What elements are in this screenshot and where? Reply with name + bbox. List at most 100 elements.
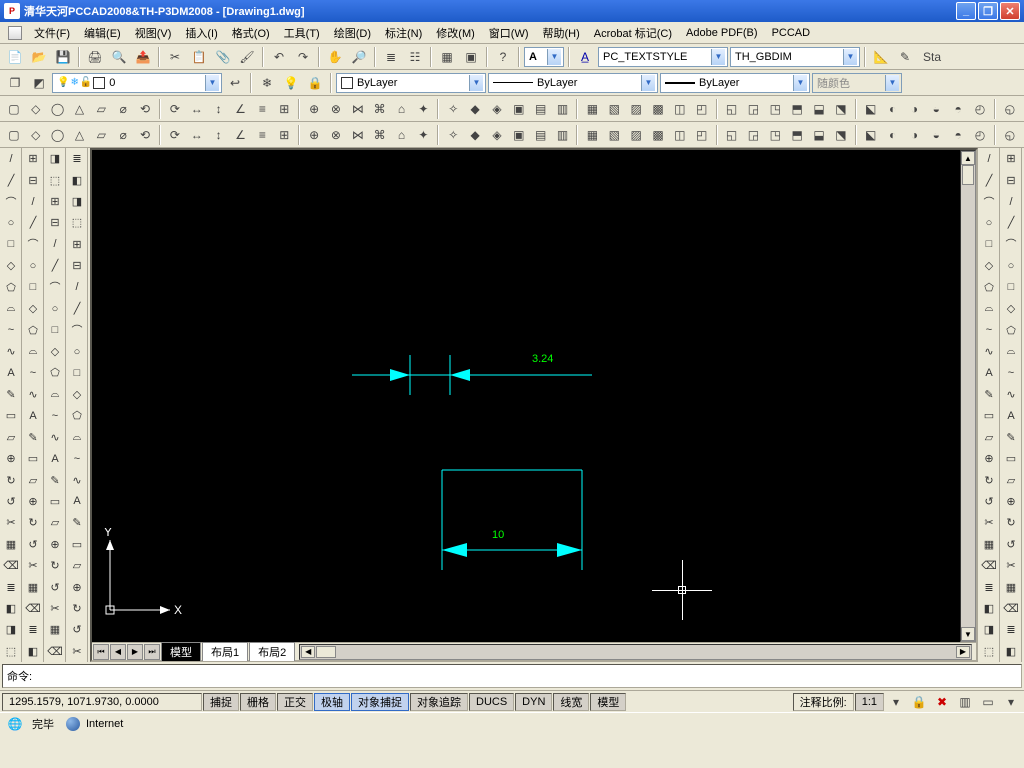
right-c0-r14[interactable]: ⊕ bbox=[979, 449, 999, 468]
menu-view[interactable]: 视图(V) bbox=[129, 23, 178, 43]
tb4-btn-20[interactable]: ◆ bbox=[465, 124, 485, 146]
tb3-btn-3[interactable]: △ bbox=[70, 98, 90, 120]
layer-dropdown[interactable]: 💡❄🔓 0 bbox=[52, 73, 222, 93]
right-c1-r5[interactable]: ○ bbox=[1001, 256, 1021, 275]
right-c1-r2[interactable]: / bbox=[1001, 192, 1021, 211]
left-c2-r10[interactable]: ⬠ bbox=[45, 363, 65, 382]
left-c0-r23[interactable]: ⬚ bbox=[1, 642, 21, 661]
right-c0-r8[interactable]: ~ bbox=[979, 320, 999, 339]
left-c2-r8[interactable]: □ bbox=[45, 320, 65, 339]
right-c1-r6[interactable]: □ bbox=[1001, 278, 1021, 297]
status-lock-icon[interactable]: 🔒 bbox=[908, 691, 930, 713]
tb4-btn-34[interactable]: ⬒ bbox=[787, 124, 807, 146]
left-c1-r17[interactable]: ↻ bbox=[23, 513, 43, 532]
left-c0-r4[interactable]: □ bbox=[1, 235, 21, 254]
hscroll-right-button[interactable]: ▶ bbox=[956, 646, 970, 658]
tb4-btn-38[interactable]: ◐ bbox=[883, 124, 903, 146]
left-c1-r23[interactable]: ◧ bbox=[23, 642, 43, 661]
toggle-snap[interactable]: 捕捉 bbox=[203, 693, 239, 711]
left-c3-r7[interactable]: ╱ bbox=[67, 299, 87, 318]
right-c0-r1[interactable]: ╱ bbox=[979, 170, 999, 189]
menu-help[interactable]: 帮助(H) bbox=[537, 23, 586, 43]
left-c3-r16[interactable]: A bbox=[67, 492, 87, 511]
annoscale-arrow-icon[interactable]: ▾ bbox=[885, 691, 907, 713]
left-c0-r19[interactable]: ⌫ bbox=[1, 556, 21, 575]
right-c0-r4[interactable]: □ bbox=[979, 235, 999, 254]
tb3-btn-20[interactable]: ◆ bbox=[465, 98, 485, 120]
toggle-otrack[interactable]: 对象追踪 bbox=[410, 693, 468, 711]
tb3-btn-19[interactable]: ✧ bbox=[443, 98, 463, 120]
left-c0-r22[interactable]: ◨ bbox=[1, 620, 21, 639]
left-c3-r3[interactable]: ⬚ bbox=[67, 213, 87, 232]
right-c0-r22[interactable]: ◨ bbox=[979, 620, 999, 639]
textstyle-dropdown[interactable]: PC_TEXTSTYLE bbox=[598, 47, 728, 67]
maximize-button[interactable]: ❐ bbox=[978, 2, 998, 20]
left-c3-r20[interactable]: ⊕ bbox=[67, 577, 87, 596]
tb4-btn-23[interactable]: ▤ bbox=[531, 124, 551, 146]
right-c1-r1[interactable]: ⊟ bbox=[1001, 170, 1021, 189]
tb3-btn-25[interactable]: ▦ bbox=[582, 98, 602, 120]
tab-model[interactable]: 模型 bbox=[161, 642, 201, 661]
tb4-btn-15[interactable]: ⋈ bbox=[348, 124, 368, 146]
menu-modify[interactable]: 修改(M) bbox=[430, 23, 481, 43]
tb3-btn-38[interactable]: ◐ bbox=[883, 98, 903, 120]
left-c1-r6[interactable]: □ bbox=[23, 278, 43, 297]
left-c1-r15[interactable]: ▱ bbox=[23, 470, 43, 489]
left-c2-r21[interactable]: ✂ bbox=[45, 599, 65, 618]
tb3-btn-28[interactable]: ▩ bbox=[648, 98, 668, 120]
layer-lock-icon[interactable]: 🔒 bbox=[304, 72, 326, 94]
left-c0-r3[interactable]: ○ bbox=[1, 213, 21, 232]
tb3-btn-37[interactable]: ⬕ bbox=[861, 98, 881, 120]
left-c0-r16[interactable]: ↺ bbox=[1, 492, 21, 511]
app-menu-icon[interactable] bbox=[4, 22, 26, 44]
right-c0-r11[interactable]: ✎ bbox=[979, 385, 999, 404]
left-c3-r4[interactable]: ⊞ bbox=[67, 235, 87, 254]
left-c0-r7[interactable]: ⌓ bbox=[1, 299, 21, 318]
linetype-dropdown[interactable]: ByLayer bbox=[488, 73, 658, 93]
left-c1-r11[interactable]: ∿ bbox=[23, 385, 43, 404]
menu-insert[interactable]: 插入(I) bbox=[179, 23, 223, 43]
left-c3-r12[interactable]: ⬠ bbox=[67, 406, 87, 425]
tb3-btn-4[interactable]: ▱ bbox=[91, 98, 111, 120]
left-c3-r15[interactable]: ∿ bbox=[67, 470, 87, 489]
left-c2-r0[interactable]: ◨ bbox=[45, 149, 65, 168]
right-c0-r13[interactable]: ▱ bbox=[979, 427, 999, 446]
zoom-icon[interactable]: 🔎 bbox=[348, 46, 370, 68]
toggle-dyn[interactable]: DYN bbox=[515, 693, 552, 711]
tb3-btn-11[interactable]: ≡ bbox=[252, 98, 272, 120]
left-c0-r9[interactable]: ∿ bbox=[1, 342, 21, 361]
tb4-btn-9[interactable]: ↕ bbox=[209, 124, 229, 146]
tb3-btn-12[interactable]: ⊞ bbox=[274, 98, 294, 120]
layers-icon[interactable]: ≣ bbox=[380, 46, 402, 68]
tb4-btn-4[interactable]: ▱ bbox=[91, 124, 111, 146]
left-c2-r1[interactable]: ⬚ bbox=[45, 170, 65, 189]
right-c0-r20[interactable]: ≣ bbox=[979, 577, 999, 596]
left-c1-r5[interactable]: ○ bbox=[23, 256, 43, 275]
left-c3-r19[interactable]: ▱ bbox=[67, 556, 87, 575]
paste-icon[interactable]: 📎 bbox=[212, 46, 234, 68]
tb4-btn-21[interactable]: ◈ bbox=[487, 124, 507, 146]
left-c2-r18[interactable]: ⊕ bbox=[45, 535, 65, 554]
tab-first-button[interactable]: ⏮ bbox=[93, 644, 109, 660]
tb3-btn-31[interactable]: ◱ bbox=[722, 98, 742, 120]
left-c2-r14[interactable]: A bbox=[45, 449, 65, 468]
tb4-btn-28[interactable]: ▩ bbox=[648, 124, 668, 146]
tb4-btn-2[interactable]: ◯ bbox=[48, 124, 68, 146]
copy-icon[interactable]: 📋 bbox=[188, 46, 210, 68]
tb4-btn-41[interactable]: ◓ bbox=[948, 124, 968, 146]
tb3-btn-32[interactable]: ◲ bbox=[744, 98, 764, 120]
dimstyle-dropdown[interactable]: TH_GBDIM bbox=[730, 47, 860, 67]
menu-edit[interactable]: 编辑(E) bbox=[78, 23, 127, 43]
right-c0-r5[interactable]: ◇ bbox=[979, 256, 999, 275]
help-icon[interactable]: ? bbox=[492, 46, 514, 68]
right-c0-r10[interactable]: A bbox=[979, 363, 999, 382]
left-c0-r21[interactable]: ◧ bbox=[1, 599, 21, 618]
right-c1-r9[interactable]: ⌓ bbox=[1001, 342, 1021, 361]
open-icon[interactable]: 📂 bbox=[28, 46, 50, 68]
left-c3-r5[interactable]: ⊟ bbox=[67, 256, 87, 275]
left-c1-r7[interactable]: ◇ bbox=[23, 299, 43, 318]
lineweight-dropdown[interactable]: ByLayer bbox=[660, 73, 810, 93]
left-c3-r6[interactable]: / bbox=[67, 278, 87, 297]
tb3-btn-8[interactable]: ↔ bbox=[187, 98, 207, 120]
left-c0-r15[interactable]: ↻ bbox=[1, 470, 21, 489]
